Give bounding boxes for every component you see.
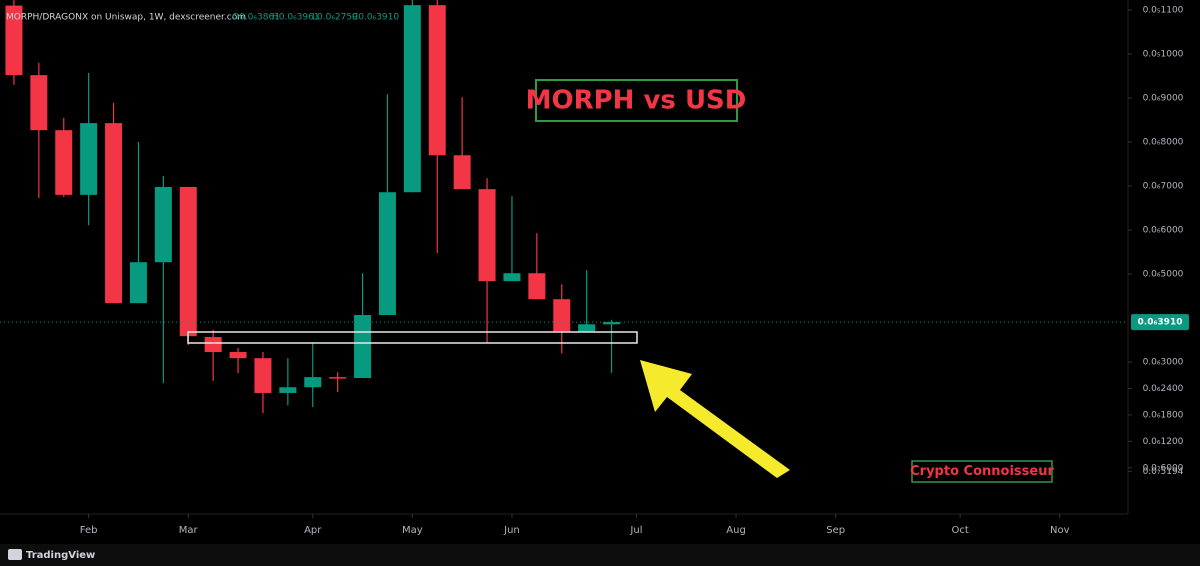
- x-tick-label: Sep: [826, 525, 845, 536]
- y-tick-label: 0.0₆6000: [1143, 226, 1184, 236]
- candle-body: [603, 322, 621, 325]
- candle-body: [304, 377, 322, 388]
- candle-body: [478, 189, 496, 282]
- candle-body: [105, 123, 123, 304]
- candle-body: [403, 5, 421, 193]
- x-tick-label: Feb: [80, 525, 98, 536]
- candle-body: [578, 324, 596, 332]
- candle-body: [154, 186, 172, 263]
- header: MORPH/DRAGONX on Uniswap, 1W, dexscreene…: [6, 13, 399, 23]
- y-tick-label: 0.0₆1800: [1143, 410, 1184, 420]
- candle-body: [528, 273, 546, 300]
- candle-body: [129, 262, 147, 304]
- candle-body: [279, 387, 297, 393]
- candle-body: [30, 75, 48, 131]
- annotation: Crypto Connoisseur: [910, 464, 1054, 479]
- support-zone: [187, 331, 638, 344]
- symbol-header: MORPH/DRAGONX on Uniswap, 1W, dexscreene…: [6, 13, 246, 23]
- y-tick-label: 0.0₆3000: [1143, 358, 1184, 368]
- candle-body: [453, 155, 471, 190]
- candle-body: [354, 315, 372, 378]
- y-tick-label: 0.0₆1200: [1143, 437, 1184, 447]
- x-tick-label: Jun: [503, 525, 520, 536]
- title-box: [535, 79, 738, 122]
- x-tick-label: Apr: [304, 525, 322, 536]
- candle-body: [229, 352, 247, 359]
- candle-body: [254, 358, 272, 393]
- y-tick-label: 0.0₆2400: [1143, 384, 1184, 394]
- y-tick-label: 0.0₆7000: [1143, 182, 1184, 192]
- candle-body: [503, 273, 521, 282]
- x-tick-label: Jul: [629, 525, 642, 536]
- footer-bar: [0, 544, 1200, 566]
- ohlc-value: C0.0₆3910: [352, 13, 399, 23]
- ohlc-value: H0.0₆3961: [272, 13, 320, 23]
- candle-body: [428, 5, 446, 156]
- candle-body: [553, 299, 571, 332]
- ohlc-value: L0.0₆2759: [312, 13, 358, 23]
- x-tick-label: Nov: [1050, 525, 1070, 536]
- candle-body: [80, 123, 98, 195]
- y-tick-label: 0.0₆8000: [1143, 138, 1184, 148]
- brand: TradingView: [26, 550, 95, 561]
- x-tick-label: May: [402, 525, 423, 536]
- brand-logo: [8, 549, 22, 560]
- last-price-tag: [1131, 314, 1189, 331]
- y-tick-label: 0.0₇5194: [1143, 467, 1184, 477]
- y-tick-label: 0.0₆9000: [1143, 94, 1184, 104]
- y-tick-label: 0.0₅1100: [1143, 5, 1184, 15]
- candle-body: [5, 5, 23, 76]
- y-tick-label: 0.0₇6000: [1143, 463, 1184, 473]
- arrow: [640, 360, 790, 478]
- x-tick-label: Mar: [179, 525, 199, 536]
- last-price-label: 0.0₆3910: [1138, 318, 1183, 328]
- chart-title: MORPH vs USD: [526, 86, 747, 116]
- candle-body: [55, 130, 73, 195]
- y-tick-label: 0.0₅1000: [1143, 50, 1184, 60]
- plot-area: [5, 0, 621, 414]
- candle-body: [204, 337, 222, 353]
- x-tick-label: Oct: [952, 525, 969, 536]
- x-tick-label: Aug: [726, 525, 746, 536]
- candle-body: [179, 186, 197, 337]
- ohlc-value: O0.0₆3861: [232, 13, 280, 23]
- candle-body: [329, 377, 347, 379]
- y-tick-label: 0.0₆5000: [1143, 270, 1184, 280]
- candle-body: [378, 192, 396, 316]
- annotation-box: [911, 460, 1053, 483]
